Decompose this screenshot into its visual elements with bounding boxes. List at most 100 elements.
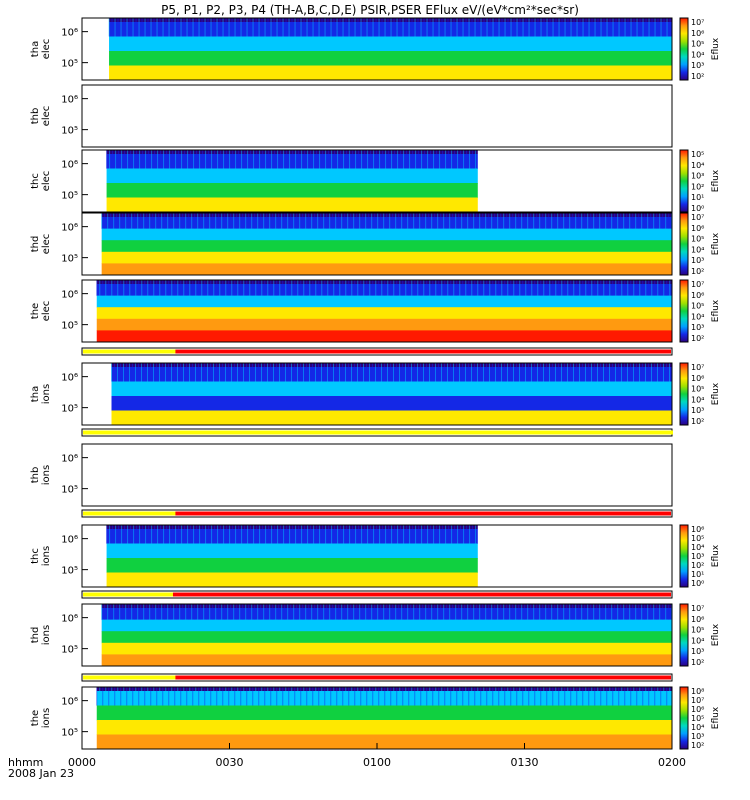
colorbar	[679, 279, 689, 343]
band-yellow	[101, 642, 672, 655]
cbar-tick: 10⁵	[691, 302, 704, 311]
band-cyan	[111, 381, 672, 397]
ylabel-0: the	[30, 710, 41, 726]
panel-frame	[81, 362, 673, 426]
band-yellow	[96, 307, 672, 320]
ylabel-0: tha	[30, 41, 41, 57]
panel-frame	[81, 17, 673, 81]
band-cyan	[109, 36, 672, 52]
cbar-tick: 10¹	[691, 193, 704, 202]
panel-frame	[81, 149, 673, 213]
cbar-tick: 10⁵	[691, 626, 704, 635]
ylabel-1: ions	[41, 384, 52, 404]
noise-strip	[109, 18, 672, 22]
band-yellow	[111, 410, 672, 425]
cbar-tick: 10⁵	[691, 714, 704, 723]
cbar-tick: 10⁶	[691, 525, 704, 534]
band-cyan	[96, 295, 672, 308]
cbar-tick: 10⁴	[691, 543, 704, 552]
cbar-tick: 10²	[691, 417, 704, 426]
cbar-tick: 10⁴	[691, 395, 704, 404]
cbar-tick: 10²	[691, 334, 704, 343]
ytick-label: 10⁵	[61, 321, 78, 332]
band-green	[106, 183, 478, 198]
ylabel-1: ions	[41, 465, 52, 485]
band-cyan	[106, 543, 478, 559]
qbar-2	[81, 428, 673, 437]
band-yellow	[101, 251, 672, 264]
ylabel-1: elec	[41, 106, 52, 127]
cbar-tick: 10⁴	[691, 161, 704, 170]
cbar-tick: 10³	[691, 256, 704, 265]
cbar-tick: 10³	[691, 406, 704, 415]
x-axis: 0000 0030 0100 0130 0200	[68, 743, 686, 769]
cbar-label: Eflux	[711, 623, 721, 646]
quality-bars	[81, 347, 673, 682]
ylabel-0: thb	[30, 108, 41, 125]
qbar-red	[175, 511, 671, 516]
ytick-label: 10⁵	[61, 254, 78, 265]
cbar-tick: 10¹	[691, 570, 704, 579]
cbar-tick: 10³	[691, 552, 704, 561]
panel-frame	[81, 279, 673, 343]
ytick-label: 10⁵	[61, 728, 78, 739]
cbar-tick: 10⁴	[691, 312, 704, 321]
ytick-label: 10⁶	[61, 160, 78, 171]
cbar-tick: 10⁵	[691, 235, 704, 244]
footer-hhmm: hhmm	[8, 756, 43, 769]
band-orange	[101, 263, 672, 275]
cbar-tick: 10⁶	[691, 29, 704, 38]
qbar-5	[81, 673, 673, 682]
band-orange	[96, 318, 672, 331]
qbar-red	[172, 592, 672, 597]
ytick-label: 10⁵	[61, 566, 78, 577]
ytick-label: 10⁵	[61, 126, 78, 137]
band-cyan	[101, 619, 672, 632]
cbar-tick: 10⁵	[691, 40, 704, 49]
band-red	[96, 330, 672, 342]
cbar-tick: 10⁷	[691, 696, 704, 705]
panel-frame	[81, 443, 673, 507]
colorbar	[679, 362, 689, 426]
ylabel-0: thb	[30, 467, 41, 484]
band-yellow	[106, 197, 478, 212]
ylabel-0: thc	[30, 548, 41, 564]
colorbar	[679, 524, 689, 588]
cbar-tick: 10²	[691, 561, 704, 570]
band-green	[101, 631, 672, 644]
ytick-label: 10⁵	[61, 404, 78, 415]
cbar-label: Eflux	[711, 299, 721, 322]
cbar-tick: 10³	[691, 732, 704, 741]
figure-title: P5, P1, P2, P3, P4 (TH-A,B,C,D,E) PSIR,P…	[161, 3, 579, 17]
ylabel-1: ions	[41, 625, 52, 645]
cbar-tick: 10⁶	[691, 224, 704, 233]
ytick-label: 10⁶	[61, 290, 78, 301]
cbar-tick: 10⁴	[691, 723, 704, 732]
band-green	[109, 51, 672, 66]
colorbar	[679, 686, 689, 750]
band-orange	[101, 654, 672, 666]
band-cyan	[101, 228, 672, 241]
cbar-tick: 10⁵	[691, 150, 704, 159]
band-green	[96, 705, 672, 721]
cbar-label: Eflux	[711, 382, 721, 405]
panel-frame	[81, 84, 673, 148]
ytick-label: 10⁶	[61, 535, 78, 546]
noise-strip	[111, 363, 672, 367]
ylabel-0: tha	[30, 386, 41, 402]
qbar-yellow	[83, 675, 177, 680]
band-cyan	[106, 168, 478, 184]
ylabel-1: ions	[41, 546, 52, 566]
colorbar	[679, 17, 689, 81]
ytick-label: 10⁶	[61, 454, 78, 465]
cbar-tick: 10²	[691, 741, 704, 750]
ylabel-0: thc	[30, 173, 41, 189]
panel-frame	[81, 603, 673, 667]
